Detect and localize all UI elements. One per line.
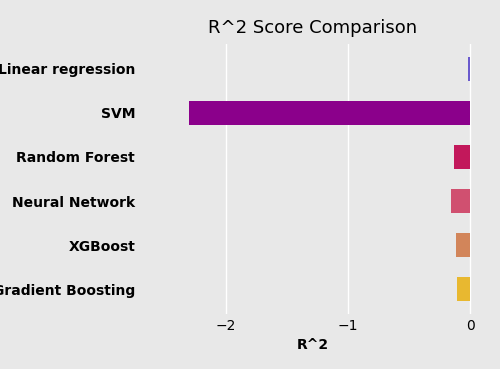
Bar [454,145,470,169]
Bar [450,189,470,213]
Bar [456,233,470,257]
Bar [468,56,470,81]
Bar [457,277,470,301]
Bar [189,101,470,125]
X-axis label: R^2: R^2 [296,338,328,352]
Title: R^2 Score Comparison: R^2 Score Comparison [208,19,417,37]
